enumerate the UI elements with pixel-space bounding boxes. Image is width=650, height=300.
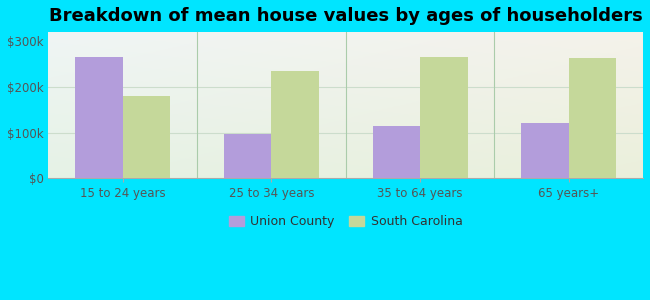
Legend: Union County, South Carolina: Union County, South Carolina <box>224 211 467 233</box>
Bar <box>420 57 467 178</box>
Title: Breakdown of mean house values by ages of householders: Breakdown of mean house values by ages o… <box>49 7 643 25</box>
Bar <box>569 58 616 178</box>
Bar <box>521 123 569 178</box>
Bar <box>123 96 170 178</box>
Bar <box>224 134 272 178</box>
Bar <box>272 71 319 178</box>
Bar <box>75 57 123 178</box>
Bar <box>372 126 420 178</box>
